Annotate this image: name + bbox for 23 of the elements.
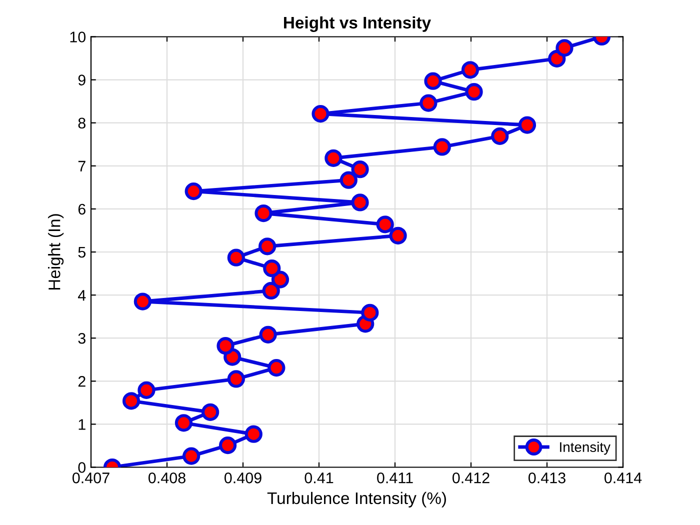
x-tick-label: 0.413 [528, 472, 566, 484]
x-tick-label: 0.408 [148, 472, 186, 484]
x-tick-label: 0.407 [72, 472, 110, 484]
y-tick-label: 2 [78, 376, 86, 387]
legend-label: Intensity [560, 442, 610, 455]
y-tick-label: 5 [78, 247, 86, 258]
y-tick-label: 4 [78, 290, 86, 301]
y-tick-label: 8 [78, 118, 86, 129]
y-tick-label: 0 [78, 462, 86, 473]
y-tick-label: 9 [78, 74, 86, 86]
x-tick-label: 0.409 [224, 472, 262, 484]
y-tick-label: 3 [78, 332, 86, 344]
x-tick-label: 0.411 [377, 472, 413, 484]
y-axis-title: Height (In) [48, 214, 64, 290]
x-tick-label: 0.414 [604, 472, 642, 484]
y-tick-label: 6 [78, 204, 86, 215]
y-tick-label: 1 [78, 419, 86, 430]
chart-title: Height vs Intensity [284, 16, 432, 32]
x-tick-label: 0.41 [304, 472, 334, 484]
x-tick-label: 0.412 [452, 472, 490, 484]
y-tick-label: 10 [70, 32, 86, 42]
y-tick-label: 7 [78, 160, 86, 172]
x-axis-title: Turbulence Intensity (%) [267, 492, 446, 508]
